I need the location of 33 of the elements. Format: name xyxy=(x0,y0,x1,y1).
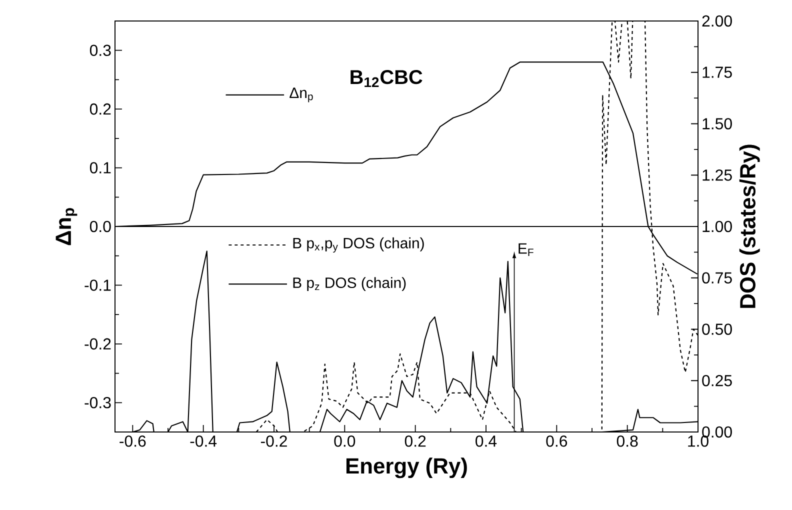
x-axis-title: Energy (Ry) xyxy=(346,458,467,478)
y2-tick-label: 0.50 xyxy=(702,324,732,335)
ref-line-label: E$_{F}$ xyxy=(518,243,534,256)
x-tick-label: 0.6 xyxy=(546,436,568,447)
x-tick-label: 0.8 xyxy=(616,436,638,447)
x-tick-label: 1.0 xyxy=(688,436,708,447)
y2-tick-label: 1.00 xyxy=(702,220,732,232)
y-tick-label: -0.3 xyxy=(84,397,111,408)
x-tick-label: -0.4 xyxy=(190,436,217,447)
x-tick-label: 0.4 xyxy=(476,436,497,447)
y-tick-label: -0.2 xyxy=(84,338,111,350)
y-tick-label: 0.1 xyxy=(90,162,111,174)
y2-tick-label: 1.75 xyxy=(702,66,732,78)
legend-label: B p$_{z}$ DOS (chain) xyxy=(293,277,406,291)
y2-tick-label: 0.75 xyxy=(702,272,732,284)
x-tick-label: -0.2 xyxy=(260,436,287,447)
x-tick-label: 0.0 xyxy=(334,436,356,447)
y-tick-label: 0.0 xyxy=(90,220,111,232)
y-tick-label: 0.3 xyxy=(90,44,111,56)
y2-tick-label: 1.25 xyxy=(702,169,732,181)
legend-label: B p$_{x}$,p$_{y}$ DOS (chain) xyxy=(293,237,424,253)
y-tick-label: -0.1 xyxy=(84,280,111,291)
x-tick-label: -0.6 xyxy=(120,436,146,447)
chart-title: B$_{12}$CBC xyxy=(350,70,422,88)
x-tick-label: 0.2 xyxy=(404,436,426,447)
y2-tick-label: 0.00 xyxy=(702,426,732,438)
y2-tick-label: 1.50 xyxy=(702,118,732,130)
y2-tick-label: 2.00 xyxy=(702,15,732,27)
y-axis-title: Δn$_{p}$ xyxy=(56,208,78,246)
y2-axis-title: DOS (states/Ry) xyxy=(739,144,760,308)
y2-tick-label: 0.25 xyxy=(702,374,732,386)
y-tick-label: 0.2 xyxy=(90,103,111,115)
legend-label: Δn$_{p}$ xyxy=(290,88,313,102)
